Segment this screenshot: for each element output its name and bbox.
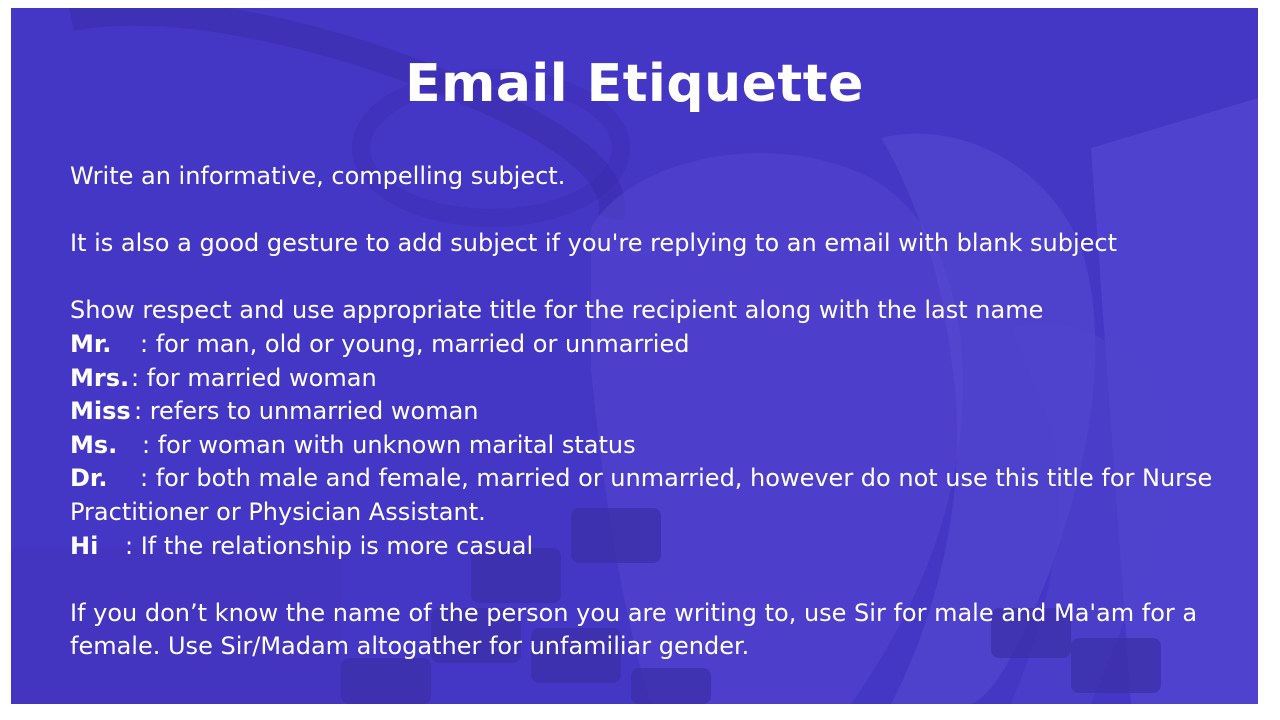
- title-abbr: Hi: [70, 531, 99, 560]
- title-desc: : for married woman: [131, 363, 377, 392]
- title-row-mrs: Mrs. : for married woman: [70, 362, 1220, 396]
- title-desc: : for man, old or young, married or unma…: [140, 329, 690, 358]
- title-abbr: Miss: [70, 397, 131, 426]
- background-photo: [11, 8, 1258, 704]
- title-desc: : for woman with unknown marital status: [142, 430, 636, 459]
- title-row-mr: Mr. : for man, old or young, married or …: [70, 328, 1220, 362]
- title-desc: : for both male and female, married or u…: [70, 464, 1213, 526]
- slide-title: Email Etiquette: [405, 54, 864, 114]
- title-dr-text: Dr.: for both male and female, married o…: [70, 462, 1220, 529]
- slide-content: Write an informative, compelling subject…: [70, 160, 1220, 664]
- title-desc: : refers to unmarried woman: [134, 397, 479, 426]
- title-row-hi: Hi : If the relationship is more casual: [70, 530, 1220, 564]
- title-abbr: Dr.: [70, 464, 108, 493]
- title-row-miss: Miss : refers to unmarried woman: [70, 395, 1220, 429]
- tip-unknown-name: If you don’t know the name of the person…: [70, 598, 1198, 661]
- slide: Email Etiquette Write an informative, co…: [11, 8, 1258, 704]
- title-row-dr: Dr.: for both male and female, married o…: [70, 462, 1220, 529]
- title-abbr: Mrs.: [70, 363, 130, 392]
- title-abbr: Ms.: [70, 430, 118, 459]
- tip-blank-subject: It is also a good gesture to add subject…: [70, 229, 1118, 258]
- title-row-ms: Ms. : for woman with unknown marital sta…: [70, 429, 1220, 463]
- title-desc: : If the relationship is more casual: [125, 531, 534, 560]
- title-abbr: Mr.: [70, 329, 112, 358]
- tip-respect-title: Show respect and use appropriate title f…: [70, 296, 1044, 325]
- tip-subject: Write an informative, compelling subject…: [70, 162, 566, 190]
